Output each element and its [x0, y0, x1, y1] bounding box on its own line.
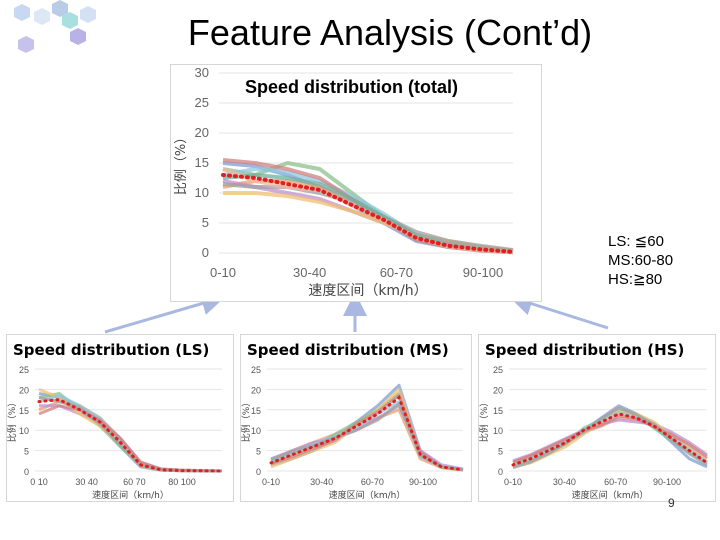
y-tick-label: 25 — [195, 95, 209, 110]
legend-ls: LS: ≦60 — [608, 233, 664, 250]
y-axis-label: 比例（%） — [241, 398, 252, 443]
y-tick-label: 25 — [19, 365, 29, 375]
y-tick-label: 20 — [251, 385, 261, 395]
y-tick-label: 30 — [195, 65, 209, 80]
x-tick-label: 0-10 — [210, 265, 236, 280]
x-tick-label: 90-100 — [463, 265, 503, 280]
mean-line — [221, 173, 515, 254]
chart-hs: 0 5 10 15 20 25 0-10 30-40 60-70 90-100 速度区间（km/h）… — [478, 334, 716, 502]
hexagon-decoration — [14, 0, 96, 53]
y-tick-label: 0 — [256, 467, 261, 477]
x-tick-label: 60-70 — [380, 265, 413, 280]
mean-line — [511, 412, 709, 467]
y-tick-label: 0 — [498, 467, 503, 477]
x-tick-label: 60 70 — [123, 477, 146, 487]
chart-title: Speed distribution (total) — [241, 77, 462, 98]
hexagon-icon — [18, 36, 34, 53]
chart-title: Speed distribution (HS) — [479, 335, 685, 365]
y-tick-label: 15 — [195, 155, 209, 170]
y-tick-label: 20 — [493, 385, 503, 395]
x-tick-label: 30-40 — [310, 477, 333, 487]
y-tick-label: 0 — [24, 467, 29, 477]
hexagon-icon — [52, 0, 68, 17]
y-tick-label: 5 — [498, 447, 503, 457]
hexagon-icon — [62, 12, 78, 29]
x-tick-label: 60-70 — [604, 477, 627, 487]
y-tick-label: 10 — [493, 426, 503, 436]
x-tick-label: 0 10 — [30, 477, 48, 487]
y-tick-label: 10 — [19, 426, 29, 436]
y-axis-label: 比例（%） — [479, 398, 490, 443]
x-tick-label: 0-10 — [262, 477, 280, 487]
hexagon-icon — [34, 8, 50, 25]
x-axis-label: 速度区间（km/h） — [329, 489, 406, 501]
chart-title: Speed distribution (LS) — [7, 335, 210, 365]
y-tick-label: 20 — [19, 385, 29, 395]
x-tick-label: 90-100 — [653, 477, 681, 487]
y-tick-label: 5 — [202, 215, 209, 230]
speed-legend: LS: ≦60 MS:60-80 HS:≧80 — [608, 232, 673, 289]
hexagon-icon — [80, 6, 96, 23]
y-tick-label: 15 — [251, 406, 261, 416]
chart-title: Speed distribution (MS) — [241, 335, 449, 365]
legend-ms: MS:60-80 — [608, 252, 674, 269]
x-axis-label: 速度区间（km/h） — [92, 489, 169, 501]
hexagon-icon — [14, 4, 30, 21]
x-tick-label: 30-40 — [553, 477, 576, 487]
arrow-ls — [104, 291, 226, 334]
series-line — [38, 404, 223, 473]
x-axis-label: 速度区间（km/h） — [308, 283, 427, 299]
y-tick-label: 15 — [19, 406, 29, 416]
y-axis-label: 比例（%） — [174, 131, 189, 195]
series-line — [38, 400, 223, 473]
y-tick-label: 25 — [251, 365, 261, 375]
chart-ls: 0 5 10 15 20 25 0 10 30 40 60 70 80 100 速度区间（km/h）… — [6, 334, 234, 502]
y-tick-label: 0 — [202, 245, 209, 260]
x-tick-label: 90-100 — [409, 477, 437, 487]
chart-total: 0 5 10 15 20 25 30 0-10 30-40 60-70 90-100 速度区间（km/… — [170, 64, 542, 302]
y-tick-label: 20 — [195, 125, 209, 140]
x-tick-label: 30-40 — [293, 265, 326, 280]
y-tick-label: 10 — [251, 426, 261, 436]
y-tick-label: 10 — [195, 185, 209, 200]
mean-line — [269, 395, 465, 472]
x-tick-label: 0-10 — [504, 477, 522, 487]
series-line — [39, 404, 223, 473]
series-line — [512, 414, 708, 464]
arrow-hs — [508, 292, 609, 330]
chart-ms: 0 5 10 15 20 25 0-10 30-40 60-70 90-100 速度区间（km/h）… — [240, 334, 472, 502]
y-tick-label: 5 — [24, 447, 29, 457]
x-tick-label: 30 40 — [75, 477, 98, 487]
x-axis-label: 速度区间（km/h） — [572, 489, 649, 501]
y-tick-label: 25 — [493, 365, 503, 375]
y-tick-label: 5 — [256, 447, 261, 457]
x-tick-label: 80 100 — [168, 477, 196, 487]
y-tick-label: 15 — [493, 406, 503, 416]
page-number: 9 — [668, 496, 675, 510]
x-tick-label: 60-70 — [361, 477, 384, 487]
y-axis-label: 比例（%） — [7, 398, 18, 443]
hexagon-icon — [70, 28, 86, 45]
mean-line — [37, 398, 224, 473]
legend-hs: HS:≧80 — [608, 271, 663, 288]
slide-title: Feature Analysis (Cont’d) — [187, 12, 593, 53]
